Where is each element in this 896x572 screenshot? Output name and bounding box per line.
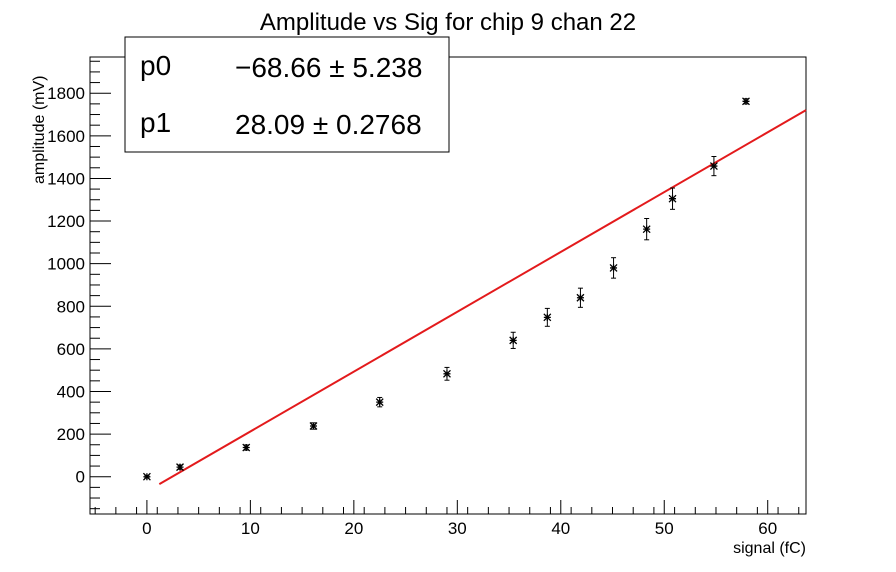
data-point bbox=[176, 463, 184, 472]
point-marker bbox=[142, 472, 151, 481]
y-tick-label: 1000 bbox=[47, 255, 85, 274]
stat-name-p1: p1 bbox=[140, 107, 171, 138]
stats-box: p0 −68.66 ± 5.238 p1 28.09 ± 0.2768 bbox=[124, 36, 450, 153]
data-point bbox=[709, 155, 718, 177]
point-marker bbox=[742, 97, 750, 106]
y-axis: 0 200 400 600 800 1000 1200 1400 1600 1800 bbox=[47, 84, 111, 487]
x-tick-label: 60 bbox=[758, 519, 777, 538]
y-tick-label: 1200 bbox=[47, 212, 85, 231]
point-marker bbox=[668, 194, 677, 203]
data-point bbox=[443, 366, 451, 381]
data-point bbox=[642, 217, 651, 241]
x-tick-label: 30 bbox=[448, 519, 467, 538]
point-marker bbox=[176, 463, 184, 472]
y-tick-label: 0 bbox=[76, 468, 85, 487]
x-tick-label: 40 bbox=[551, 519, 570, 538]
point-marker bbox=[242, 443, 251, 452]
y-tick-label: 1400 bbox=[47, 169, 85, 188]
point-marker bbox=[509, 336, 518, 345]
y-tick-label: 600 bbox=[57, 340, 85, 359]
chart-title: Amplitude vs Sig for chip 9 chan 22 bbox=[260, 9, 636, 36]
point-marker bbox=[709, 162, 718, 171]
y-tick-label: 400 bbox=[57, 382, 85, 401]
data-point bbox=[375, 396, 384, 408]
x-axis-label: signal (fC) bbox=[733, 540, 806, 557]
data-point bbox=[742, 97, 750, 106]
x-tick-label: 50 bbox=[655, 519, 674, 538]
data-point bbox=[142, 472, 151, 481]
y-tick-label: 200 bbox=[57, 425, 85, 444]
fit-line bbox=[158, 109, 807, 486]
point-marker bbox=[543, 313, 552, 322]
data-point bbox=[609, 257, 618, 279]
minor-ticks bbox=[90, 60, 800, 514]
point-marker bbox=[443, 369, 451, 378]
data-point bbox=[543, 307, 552, 327]
x-tick-label: 20 bbox=[344, 519, 363, 538]
data-point bbox=[309, 422, 318, 430]
y-tick-label: 800 bbox=[57, 297, 85, 316]
y-tick-label: 1600 bbox=[47, 127, 85, 146]
stats-box-frame bbox=[124, 36, 450, 153]
x-axis: 0 10 20 30 40 50 60 bbox=[142, 500, 777, 538]
stat-value-p1: 28.09 ± 0.2768 bbox=[235, 109, 422, 140]
stat-value-p0: −68.66 ± 5.238 bbox=[235, 52, 422, 83]
x-tick-label: 0 bbox=[142, 519, 151, 538]
point-marker bbox=[609, 263, 618, 272]
y-axis-label: amplitude (mV) bbox=[31, 76, 48, 184]
point-marker bbox=[375, 398, 384, 407]
y-tick-label: 1800 bbox=[47, 84, 85, 103]
point-marker bbox=[309, 422, 318, 430]
stat-name-p0: p0 bbox=[140, 50, 171, 81]
point-marker bbox=[642, 225, 651, 234]
point-marker bbox=[576, 293, 585, 302]
data-point bbox=[242, 443, 251, 452]
data-point bbox=[668, 187, 677, 210]
data-point bbox=[576, 287, 585, 308]
data-points bbox=[142, 97, 750, 481]
x-tick-label: 10 bbox=[241, 519, 260, 538]
data-point bbox=[509, 331, 518, 349]
